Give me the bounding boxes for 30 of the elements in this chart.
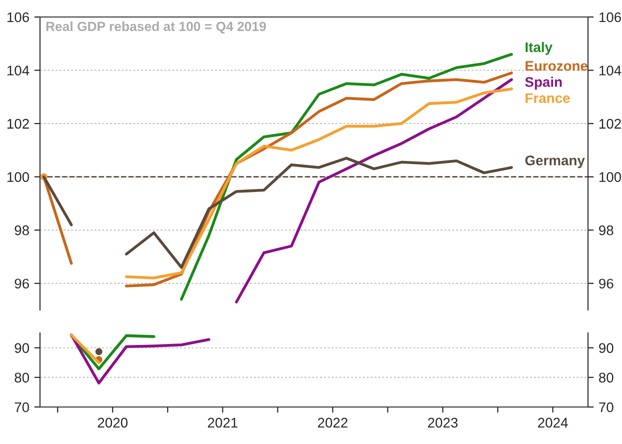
y-tick-label: 102 <box>7 118 29 129</box>
x-tick-label: 2022 <box>318 418 348 428</box>
y-tick-label: 80 <box>14 372 30 383</box>
y-tick-label: 98 <box>14 225 29 236</box>
x-tick-label: 2023 <box>428 418 458 428</box>
series-label: Spain <box>525 76 562 90</box>
line-series <box>70 333 210 384</box>
x-tick-label: 2024 <box>538 418 568 428</box>
y2-tick-label: 70 <box>599 402 614 412</box>
series-label: Eurozone <box>526 61 588 71</box>
x-tick-label: 2021 <box>208 418 238 428</box>
y2-tick-label: 96 <box>599 278 614 289</box>
chart-title: Real GDP rebased at 100 = Q4 2019 <box>46 21 266 34</box>
series-label: Germany <box>525 156 585 168</box>
y-tick-label: 90 <box>14 343 30 353</box>
y-tick-label: 104 <box>7 66 30 76</box>
y2-tick-label: 100 <box>599 172 622 182</box>
series-label: France <box>526 93 570 104</box>
y2-tick-label: 98 <box>599 225 614 236</box>
y-tick-label: 70 <box>14 402 30 412</box>
y-tick-label: 106 <box>7 12 29 22</box>
y2-tick-label: 104 <box>599 66 622 76</box>
y2-tick-label: 106 <box>599 12 621 22</box>
y2-tick-label: 80 <box>599 372 614 383</box>
series-label: Italy <box>526 42 552 55</box>
x-tick-label: 2020 <box>98 418 128 428</box>
y2-tick-label: 90 <box>599 343 614 353</box>
y-tick-label: 100 <box>7 172 30 182</box>
y-tick-label: 96 <box>14 278 29 289</box>
y2-tick-label: 102 <box>599 118 621 129</box>
